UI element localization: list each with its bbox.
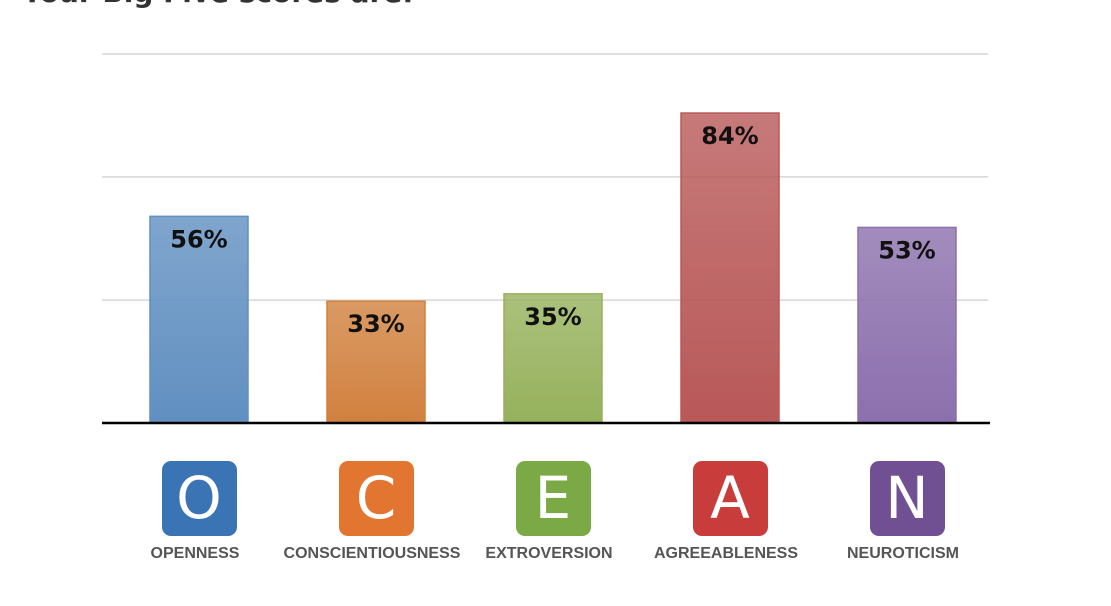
value-label: 56%: [170, 225, 227, 253]
value-label: 35%: [524, 303, 581, 331]
bar: [680, 112, 780, 424]
bar: [326, 300, 426, 424]
x-tick-label: NEUROTICISM: [847, 545, 959, 562]
letter: O: [176, 464, 222, 532]
letter-icon: [693, 461, 768, 536]
letter: C: [356, 464, 397, 532]
x-tick-label: EXTROVERSION: [485, 545, 612, 562]
value-label: 53%: [878, 236, 935, 264]
letter-icon: [870, 461, 945, 536]
x-tick-label: AGREEABLENESS: [654, 545, 798, 562]
x-tick-label: CONSCIENTIOUSNESS: [284, 545, 461, 562]
letter-icon: [162, 461, 237, 536]
value-label: 33%: [347, 310, 404, 338]
letter: E: [535, 464, 572, 532]
letter: N: [885, 464, 928, 532]
bar: [857, 226, 957, 424]
letter: A: [710, 464, 750, 532]
letter-icon: [516, 461, 591, 536]
letter-icon: [339, 461, 414, 536]
chart-title: Your Big Five scores are:: [21, 0, 413, 9]
value-label: 84%: [701, 122, 758, 150]
x-tick-label: OPENNESS: [151, 545, 240, 562]
bar: [149, 215, 249, 424]
